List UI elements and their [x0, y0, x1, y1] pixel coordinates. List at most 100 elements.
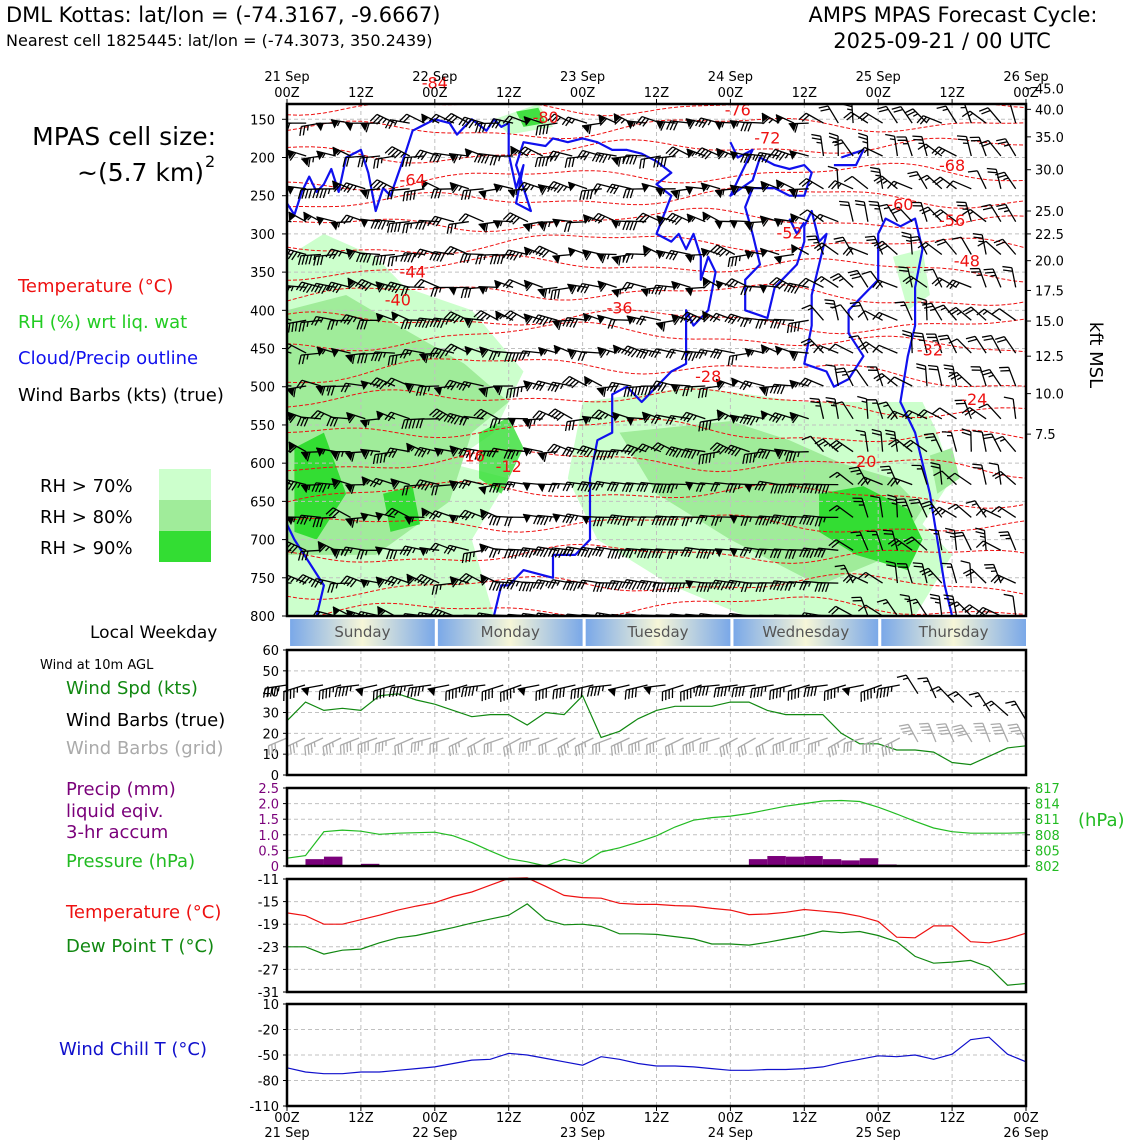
cell-size-line2: ~(5.7 km): [77, 158, 204, 187]
barb-staff: [840, 304, 854, 321]
barb-staff: [478, 188, 499, 193]
barb-full: [545, 688, 548, 698]
y-tick-label: -80: [258, 1075, 279, 1090]
y-tick-label: 20: [262, 727, 279, 742]
y-tick-label: 1.0: [258, 829, 279, 844]
barb-full: [703, 88, 707, 97]
wind-barb-true: [731, 684, 756, 698]
barb-full: [502, 310, 511, 318]
barb-full: [577, 351, 583, 361]
wind-barb: [760, 180, 780, 193]
barb-full: [696, 87, 700, 96]
wind-barb: [400, 319, 425, 330]
cell-size-sup: 2: [205, 152, 215, 171]
barb-full: [813, 242, 823, 250]
barb-full: [700, 88, 704, 97]
barb-staff: [449, 182, 470, 190]
wind-barb-grid: [827, 737, 847, 758]
barb-full: [746, 154, 753, 164]
barb-full: [369, 179, 378, 187]
wind-barb: [357, 155, 381, 168]
barb-staff: [744, 221, 765, 224]
barb-full: [432, 216, 439, 226]
barb-full: [656, 157, 660, 168]
barb-full: [877, 105, 887, 110]
barb-full: [591, 213, 599, 221]
legend-wind: Wind Barbs (kts) (true): [18, 385, 224, 406]
barb-half: [277, 615, 279, 620]
barb-full: [803, 687, 807, 698]
wind-barb: [872, 279, 898, 290]
barb-full: [934, 147, 943, 156]
barb-pennant: [744, 250, 753, 260]
barb-full: [561, 116, 569, 126]
temperature-contour-label: -16: [459, 447, 485, 466]
barb-full: [675, 91, 679, 100]
barb-full: [897, 139, 908, 141]
barb-full: [669, 250, 675, 260]
barb-pennant: [686, 214, 695, 224]
barb-full: [287, 250, 295, 260]
wind-barb: [709, 348, 735, 360]
barb-full: [638, 214, 647, 222]
weekday-label: Wednesday: [762, 623, 849, 641]
barb-full: [643, 249, 652, 257]
barb-half: [1003, 209, 1010, 213]
wind-barb: [622, 220, 647, 231]
wind-barb: [387, 253, 410, 267]
barb-full: [743, 286, 749, 296]
barb-full: [631, 688, 634, 699]
wind-barb: [355, 252, 381, 263]
barb-full: [478, 254, 483, 265]
barb-full: [382, 255, 387, 265]
barb-staff: [715, 280, 736, 289]
barb-pennant: [478, 223, 487, 232]
barb-half: [499, 314, 504, 320]
barb-full: [950, 309, 959, 316]
barb-full: [702, 742, 705, 753]
barb-full: [678, 91, 682, 100]
wind-barb: [891, 105, 913, 124]
wind-barb: [608, 90, 631, 100]
wind-barb: [655, 319, 676, 332]
barb-full: [481, 691, 483, 702]
wind-barb: [775, 179, 795, 190]
barb-full: [543, 221, 548, 232]
barb-full: [355, 252, 361, 263]
barb-half: [587, 217, 592, 223]
barb-full: [804, 76, 813, 84]
barb-full: [858, 136, 868, 141]
barb-staff: [985, 240, 1002, 255]
wind-barb: [369, 113, 396, 125]
barb-full: [671, 688, 674, 698]
barb-full: [650, 348, 657, 358]
barbs-grid-label: Wind Barbs (grid): [66, 738, 224, 759]
wind-barb: [462, 86, 483, 98]
barb-staff: [671, 280, 691, 289]
wind-barb: [532, 245, 558, 258]
barb-staff: [744, 185, 765, 190]
barb-half: [691, 151, 696, 157]
wind-barb-grid: [699, 737, 720, 754]
wind-barb-true: [982, 700, 1009, 717]
barb-half: [862, 141, 868, 144]
barb-staff: [598, 114, 617, 124]
barb-full: [686, 314, 694, 323]
wind-barb: [828, 343, 854, 354]
barb-pennant: [760, 181, 769, 191]
barb-full: [573, 689, 577, 699]
wind-barb: [754, 151, 780, 164]
barb-half: [1003, 144, 1010, 147]
barb-full: [558, 320, 562, 331]
barb-full: [907, 170, 917, 175]
barb-full: [377, 220, 383, 230]
barb-full: [997, 206, 1008, 211]
barb-half: [382, 118, 387, 124]
barb-full: [490, 89, 494, 98]
wind-barb: [473, 310, 499, 321]
barb-full: [591, 183, 598, 193]
barb-full: [701, 119, 709, 129]
wind-barb: [686, 148, 706, 159]
barb-full: [811, 137, 822, 141]
barb-staff: [419, 352, 440, 356]
